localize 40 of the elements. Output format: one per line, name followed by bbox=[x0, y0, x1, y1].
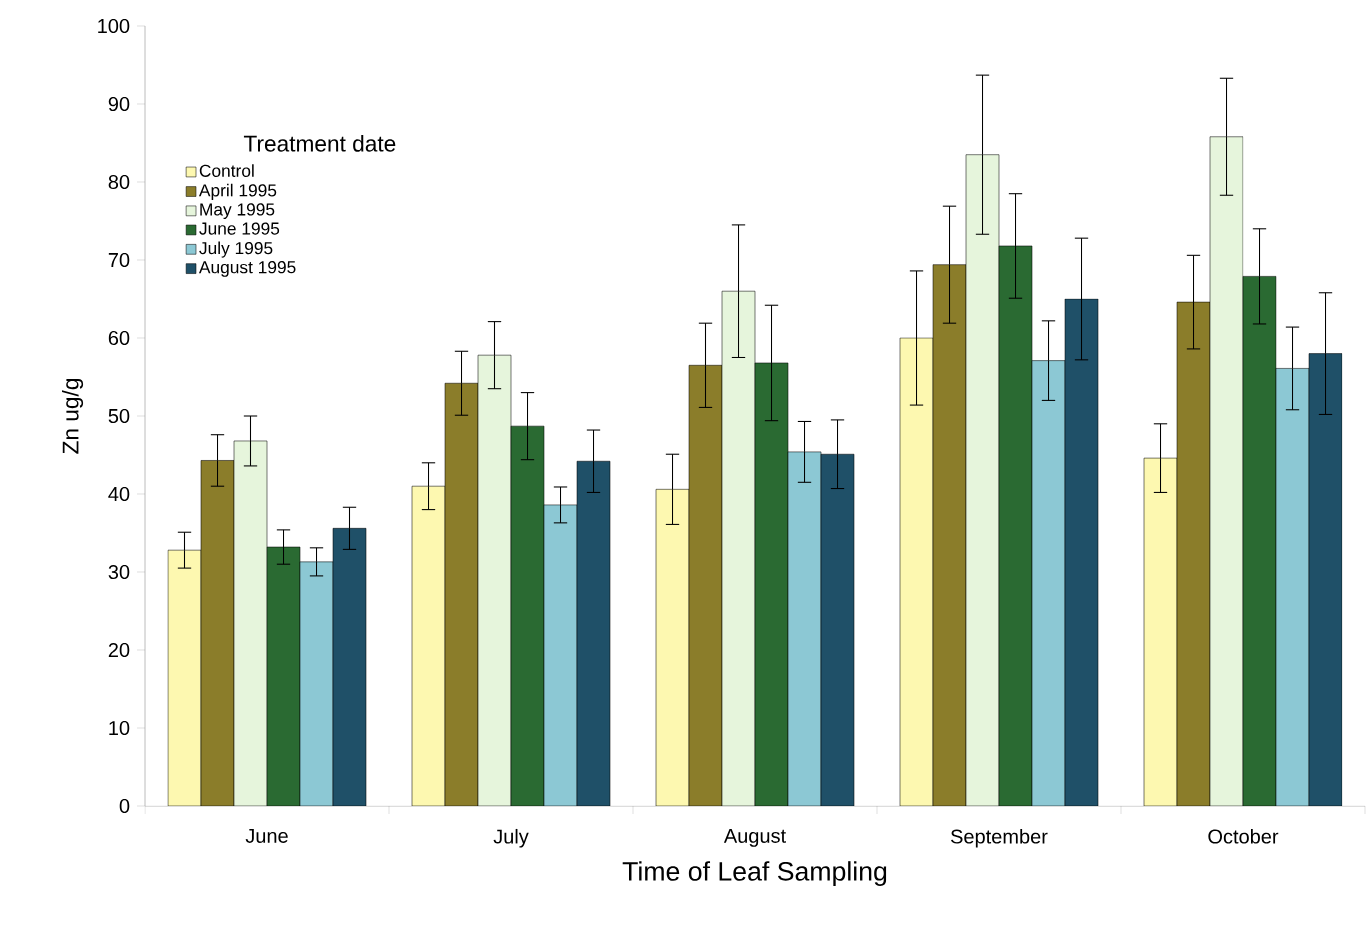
y-tick-label: 50 bbox=[108, 408, 130, 424]
y-tick-label: 20 bbox=[108, 642, 130, 658]
y-tick-label: 60 bbox=[108, 330, 130, 346]
bar bbox=[233, 440, 268, 806]
legend-label: May 1995 bbox=[200, 203, 275, 220]
legend-label: April 1995 bbox=[198, 183, 277, 200]
y-tick-label: 40 bbox=[108, 486, 130, 502]
bar bbox=[1209, 136, 1244, 806]
y-tick-label: 70 bbox=[108, 252, 130, 268]
bar bbox=[787, 451, 822, 806]
legend-label: June 1995 bbox=[199, 222, 280, 235]
bar bbox=[299, 561, 334, 806]
y-tick-label: 10 bbox=[109, 720, 130, 736]
legend-label: Control bbox=[199, 164, 254, 177]
x-tick-label: July bbox=[493, 828, 529, 848]
bar bbox=[444, 382, 479, 806]
legend-label: August 1995 bbox=[198, 261, 296, 277]
x-tick-label: June bbox=[245, 828, 288, 843]
y-tick-label: 90 bbox=[108, 96, 130, 112]
bar bbox=[688, 365, 723, 806]
bar bbox=[965, 154, 1000, 806]
x-tick-label: August bbox=[723, 828, 786, 847]
y-axis-title: Zn ug/g bbox=[61, 379, 84, 454]
y-tick-label: 0 bbox=[119, 798, 130, 814]
bar bbox=[1275, 368, 1310, 806]
bar bbox=[721, 290, 756, 806]
bar bbox=[477, 354, 512, 806]
y-tick-label: 80 bbox=[108, 174, 130, 190]
legend-title: Treatment date bbox=[243, 135, 396, 152]
bar bbox=[932, 264, 967, 806]
bar bbox=[1031, 360, 1066, 806]
legend-label: July 1995 bbox=[199, 241, 273, 258]
x-axis-title: Time of Leaf Sampling bbox=[622, 861, 887, 887]
x-tick-label: October bbox=[1208, 828, 1279, 844]
bar bbox=[200, 460, 235, 806]
x-tick-label: September bbox=[950, 828, 1048, 848]
bar bbox=[1176, 301, 1211, 806]
bar bbox=[543, 504, 578, 806]
y-tick-label: 100 bbox=[98, 18, 130, 34]
y-tick-label: 30 bbox=[108, 564, 130, 580]
